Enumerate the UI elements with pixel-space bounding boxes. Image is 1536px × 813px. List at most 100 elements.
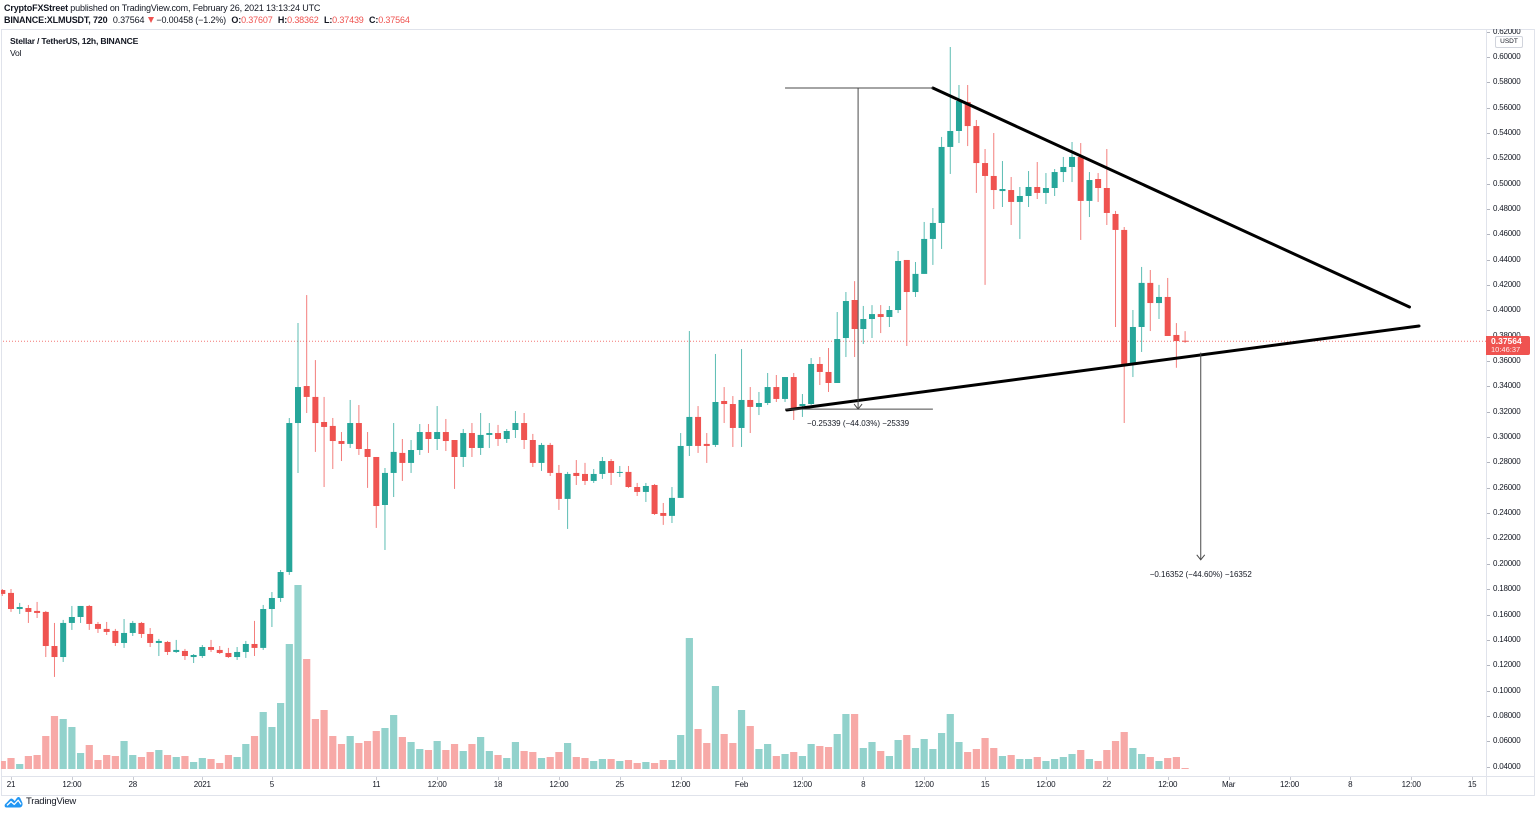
candle-body xyxy=(425,432,432,439)
volume-bar xyxy=(320,710,328,769)
candle xyxy=(208,639,215,652)
time-tick-mark xyxy=(11,777,12,780)
volume-bar xyxy=(511,742,520,769)
time-tick-label: 12:00 xyxy=(1279,780,1300,789)
candle xyxy=(503,428,510,443)
volume-bar xyxy=(955,742,963,769)
open-value: 0.37607 xyxy=(241,15,273,25)
candle-body xyxy=(434,432,441,439)
time-tick-label: 12:00 xyxy=(792,780,812,789)
volume-indicator-label[interactable]: Vol xyxy=(10,48,22,58)
time-tick-mark xyxy=(558,777,560,780)
publisher-name[interactable]: CryptoFXStreet xyxy=(4,3,68,13)
tradingview-logo-text[interactable]: TradingView xyxy=(26,796,77,807)
candle xyxy=(1121,227,1128,424)
time-tick-mark xyxy=(1411,777,1413,780)
candle-body xyxy=(503,431,510,439)
volume-bar xyxy=(190,762,198,769)
volume-bar xyxy=(1103,750,1111,769)
price-range-measure[interactable]: −0.16352 (−44.60%) −16352 xyxy=(1150,352,1253,579)
volume-bar xyxy=(894,740,902,769)
price-axis[interactable]: 0.62000 0.60000 0.58000 0.56000 0.54000 0.520… xyxy=(1487,29,1535,776)
volume-bar xyxy=(468,744,476,769)
candle-body xyxy=(129,622,136,633)
candle-body xyxy=(877,314,884,317)
volume-bar xyxy=(1051,759,1059,769)
candle-body xyxy=(990,175,997,191)
candle-body xyxy=(521,423,528,440)
candle-body xyxy=(1060,166,1067,173)
currency-label[interactable]: USDT xyxy=(1495,36,1523,48)
candle xyxy=(555,464,562,510)
candle xyxy=(451,440,458,489)
candle xyxy=(895,250,902,314)
volume-bar xyxy=(268,727,276,769)
price-tick-label: 0.36000 xyxy=(1493,356,1521,366)
candle-body xyxy=(242,643,249,652)
price-tick-label: 0.48000 xyxy=(1493,204,1521,213)
candle-body xyxy=(147,633,154,643)
price-tick-label: 0.26000 xyxy=(1493,482,1521,492)
candle-body xyxy=(477,434,484,448)
candle xyxy=(677,433,684,498)
candle xyxy=(608,459,615,485)
candle-body xyxy=(486,433,493,435)
candle-body xyxy=(729,404,736,428)
drawings[interactable]: −0.25339 (−44.03%) −25339 −0.16352 (−44.6… xyxy=(785,86,1421,579)
symbol-quote-line: BINANCE:XLMUSDT, 720 0.37564 −0.00458 (−1… xyxy=(4,14,410,26)
candle xyxy=(703,433,710,463)
price-tick-mark xyxy=(1487,386,1490,388)
volume-bar xyxy=(477,737,485,769)
volume-bar xyxy=(1181,768,1189,769)
last-price: 0.37564 xyxy=(112,15,145,25)
volume-bar xyxy=(503,758,511,769)
price-tick-label: 0.12000 xyxy=(1493,660,1521,670)
publish-info: published on TradingView.com, February 2… xyxy=(70,3,321,13)
candle-body xyxy=(590,473,597,481)
candle xyxy=(668,487,675,523)
candle-body xyxy=(451,440,458,457)
time-tick-mark xyxy=(132,777,134,780)
candle xyxy=(686,331,693,456)
time-tick-mark xyxy=(71,777,73,780)
candle xyxy=(738,349,745,447)
candle-body xyxy=(929,222,936,239)
candle xyxy=(955,85,962,144)
candle xyxy=(869,305,875,339)
time-tick-label: Mar xyxy=(1222,780,1236,789)
tradingview-logo[interactable]: TradingView xyxy=(4,795,76,808)
volume-bar xyxy=(842,714,850,769)
candle-body xyxy=(1042,188,1049,193)
candle-body xyxy=(842,301,849,339)
volume-bar xyxy=(294,585,302,769)
time-tick-label: 25 xyxy=(615,780,625,789)
time-tick-mark xyxy=(802,777,804,780)
candle xyxy=(390,423,397,498)
candle-body xyxy=(851,300,858,330)
candle xyxy=(234,647,241,660)
price-range-measure[interactable]: −0.25339 (−44.03%) −25339 xyxy=(785,87,933,428)
volume-bar xyxy=(520,751,528,769)
price-tick-label: 0.34000 xyxy=(1493,381,1521,391)
candle xyxy=(164,640,171,656)
time-tick-label: Feb xyxy=(734,780,749,789)
time-axis[interactable]: 21 12:00 28 2021 5 11 12:00 18 12:00 25 12:00 Feb 12… xyxy=(1,777,1486,795)
candle xyxy=(321,396,328,488)
candle-body xyxy=(608,461,615,473)
price-tick-label: 0.58000 xyxy=(1493,77,1521,87)
price-tick-mark xyxy=(1487,614,1490,616)
price-tick-mark xyxy=(1487,310,1490,312)
price-tick-label: 0.14000 xyxy=(1493,634,1521,644)
descending-trendline[interactable] xyxy=(931,86,1411,309)
candle xyxy=(468,423,475,457)
series-title[interactable]: Stellar / TetherUS, 12h, BINANCE xyxy=(10,36,139,46)
price-tick-label: 0.38000 xyxy=(1493,331,1521,341)
candle-body xyxy=(955,100,962,131)
candle-body xyxy=(686,416,693,446)
ascending-trendline[interactable] xyxy=(785,324,1421,412)
volume-bar xyxy=(1042,761,1050,769)
candle xyxy=(381,468,388,550)
volume-bar xyxy=(685,638,693,769)
candle xyxy=(990,133,997,210)
